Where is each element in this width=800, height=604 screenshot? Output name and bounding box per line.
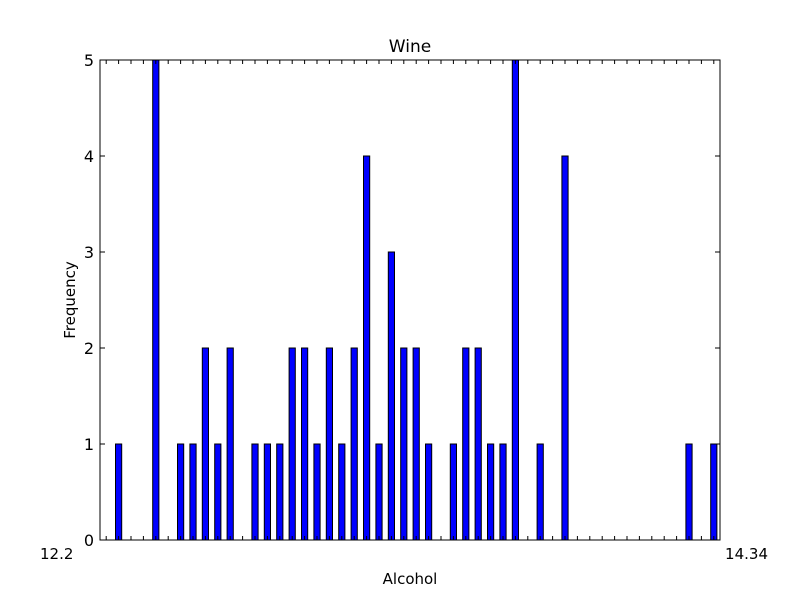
y-tick-label: 0 xyxy=(84,531,94,550)
y-tick-label: 1 xyxy=(84,435,94,454)
bar xyxy=(276,443,284,541)
bar xyxy=(288,347,296,541)
bar xyxy=(487,443,495,541)
bar xyxy=(474,347,482,541)
x-axis-label: Alcohol xyxy=(383,570,438,588)
bar xyxy=(251,443,259,541)
y-tick-label: 5 xyxy=(84,51,94,70)
bar xyxy=(375,443,383,541)
bar xyxy=(536,443,544,541)
x-tick-label-last: 14.34 xyxy=(725,545,768,563)
bar xyxy=(189,443,197,541)
bar xyxy=(263,443,271,541)
x-ticks-group: 12.2 14.34 xyxy=(40,60,768,563)
bar xyxy=(462,347,470,541)
bar xyxy=(499,443,507,541)
bar xyxy=(214,443,222,541)
bar xyxy=(363,155,371,541)
bar xyxy=(387,251,395,541)
bar xyxy=(301,347,309,541)
bar xyxy=(710,443,718,541)
bar xyxy=(561,155,569,541)
plot-frame xyxy=(99,59,721,541)
x-tick-label-first: 12.2 xyxy=(40,545,73,563)
chart-title: Wine xyxy=(389,37,431,57)
bar xyxy=(313,443,321,541)
bar xyxy=(177,443,185,541)
y-tick-label: 4 xyxy=(84,147,94,166)
bar xyxy=(412,347,420,541)
bar xyxy=(152,59,160,541)
bar xyxy=(226,347,234,541)
bar xyxy=(338,443,346,541)
bars-group xyxy=(115,59,718,541)
bar xyxy=(449,443,457,541)
bar xyxy=(511,59,519,541)
bar xyxy=(350,347,358,541)
y-tick-label: 3 xyxy=(84,243,94,262)
bar xyxy=(685,443,693,541)
y-tick-label: 2 xyxy=(84,339,94,358)
bar xyxy=(115,443,123,541)
bar xyxy=(400,347,408,541)
bar xyxy=(425,443,433,541)
bar xyxy=(325,347,333,541)
bar xyxy=(201,347,210,541)
y-axis-label: Frequency xyxy=(61,261,79,339)
